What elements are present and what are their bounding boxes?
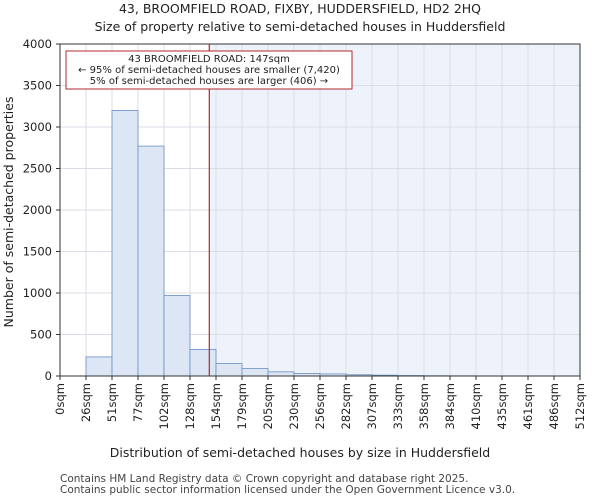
histogram-bar: [163, 295, 191, 377]
histogram-bar: [137, 145, 165, 377]
annotation-title: 43 BROOMFIELD ROAD: 147sqm: [128, 54, 290, 65]
x-tick-label: 486sqm: [547, 383, 561, 429]
x-tick-label: 230sqm: [287, 383, 301, 429]
annotation-box: [65, 50, 353, 90]
x-tick-label: 256sqm: [313, 383, 327, 429]
x-tick-label: 0sqm: [53, 383, 67, 415]
x-axis-label: Distribution of semi-detached houses by …: [110, 445, 490, 460]
x-tick-label: 512sqm: [573, 383, 587, 429]
x-tick-label: 461sqm: [521, 383, 535, 429]
x-tick-label: 77sqm: [131, 383, 145, 422]
x-tick-label: 435sqm: [495, 383, 509, 429]
histogram-bar: [111, 110, 139, 377]
footer-licence: Contains public sector information licen…: [60, 484, 516, 496]
y-axis-label: Number of semi-detached properties: [1, 97, 16, 328]
x-tick-label: 26sqm: [79, 383, 93, 422]
chart-title-line1: 43, BROOMFIELD ROAD, FIXBY, HUDDERSFIELD…: [119, 1, 481, 16]
x-tick-label: 410sqm: [469, 383, 483, 429]
chart-title-line2: Size of property relative to semi-detach…: [95, 19, 506, 34]
x-tick-label: 282sqm: [339, 383, 353, 429]
y-tick-label: 2000: [23, 203, 52, 217]
x-tick-label: 179sqm: [235, 383, 249, 429]
footer-copyright: Contains HM Land Registry data © Crown c…: [60, 473, 469, 485]
histogram-bar: [215, 363, 243, 377]
x-tick-label: 307sqm: [365, 383, 379, 429]
x-tick-label: 102sqm: [157, 383, 171, 429]
x-tick-label: 205sqm: [261, 383, 275, 429]
annotation-smaller: ← 95% of semi-detached houses are smalle…: [78, 65, 340, 76]
histogram-bar: [241, 368, 269, 377]
y-tick-label: 4000: [23, 37, 52, 51]
x-tick-label: 333sqm: [391, 383, 405, 429]
y-tick-label: 3500: [23, 79, 52, 93]
annotation-larger: 5% of semi-detached houses are larger (4…: [90, 76, 328, 87]
histogram-bar: [189, 349, 217, 377]
x-tick-label: 51sqm: [105, 383, 119, 422]
y-tick-label: 500: [30, 328, 52, 342]
x-tick-label: 128sqm: [183, 383, 197, 429]
y-tick-label: 2500: [23, 162, 52, 176]
y-tick-label: 0: [45, 369, 52, 383]
x-tick-label: 154sqm: [209, 383, 223, 429]
y-tick-label: 3000: [23, 120, 52, 134]
histogram-bar: [267, 371, 295, 377]
x-tick-label: 358sqm: [417, 383, 431, 429]
histogram-bar: [85, 356, 113, 377]
y-tick-label: 1500: [23, 245, 52, 259]
plot-area: 0 500 1000 1500 2000 2500 3000 3500 4000 0sqm 26sq…: [23, 37, 587, 429]
x-tick-label: 384sqm: [443, 383, 457, 429]
y-tick-label: 1000: [23, 286, 52, 300]
